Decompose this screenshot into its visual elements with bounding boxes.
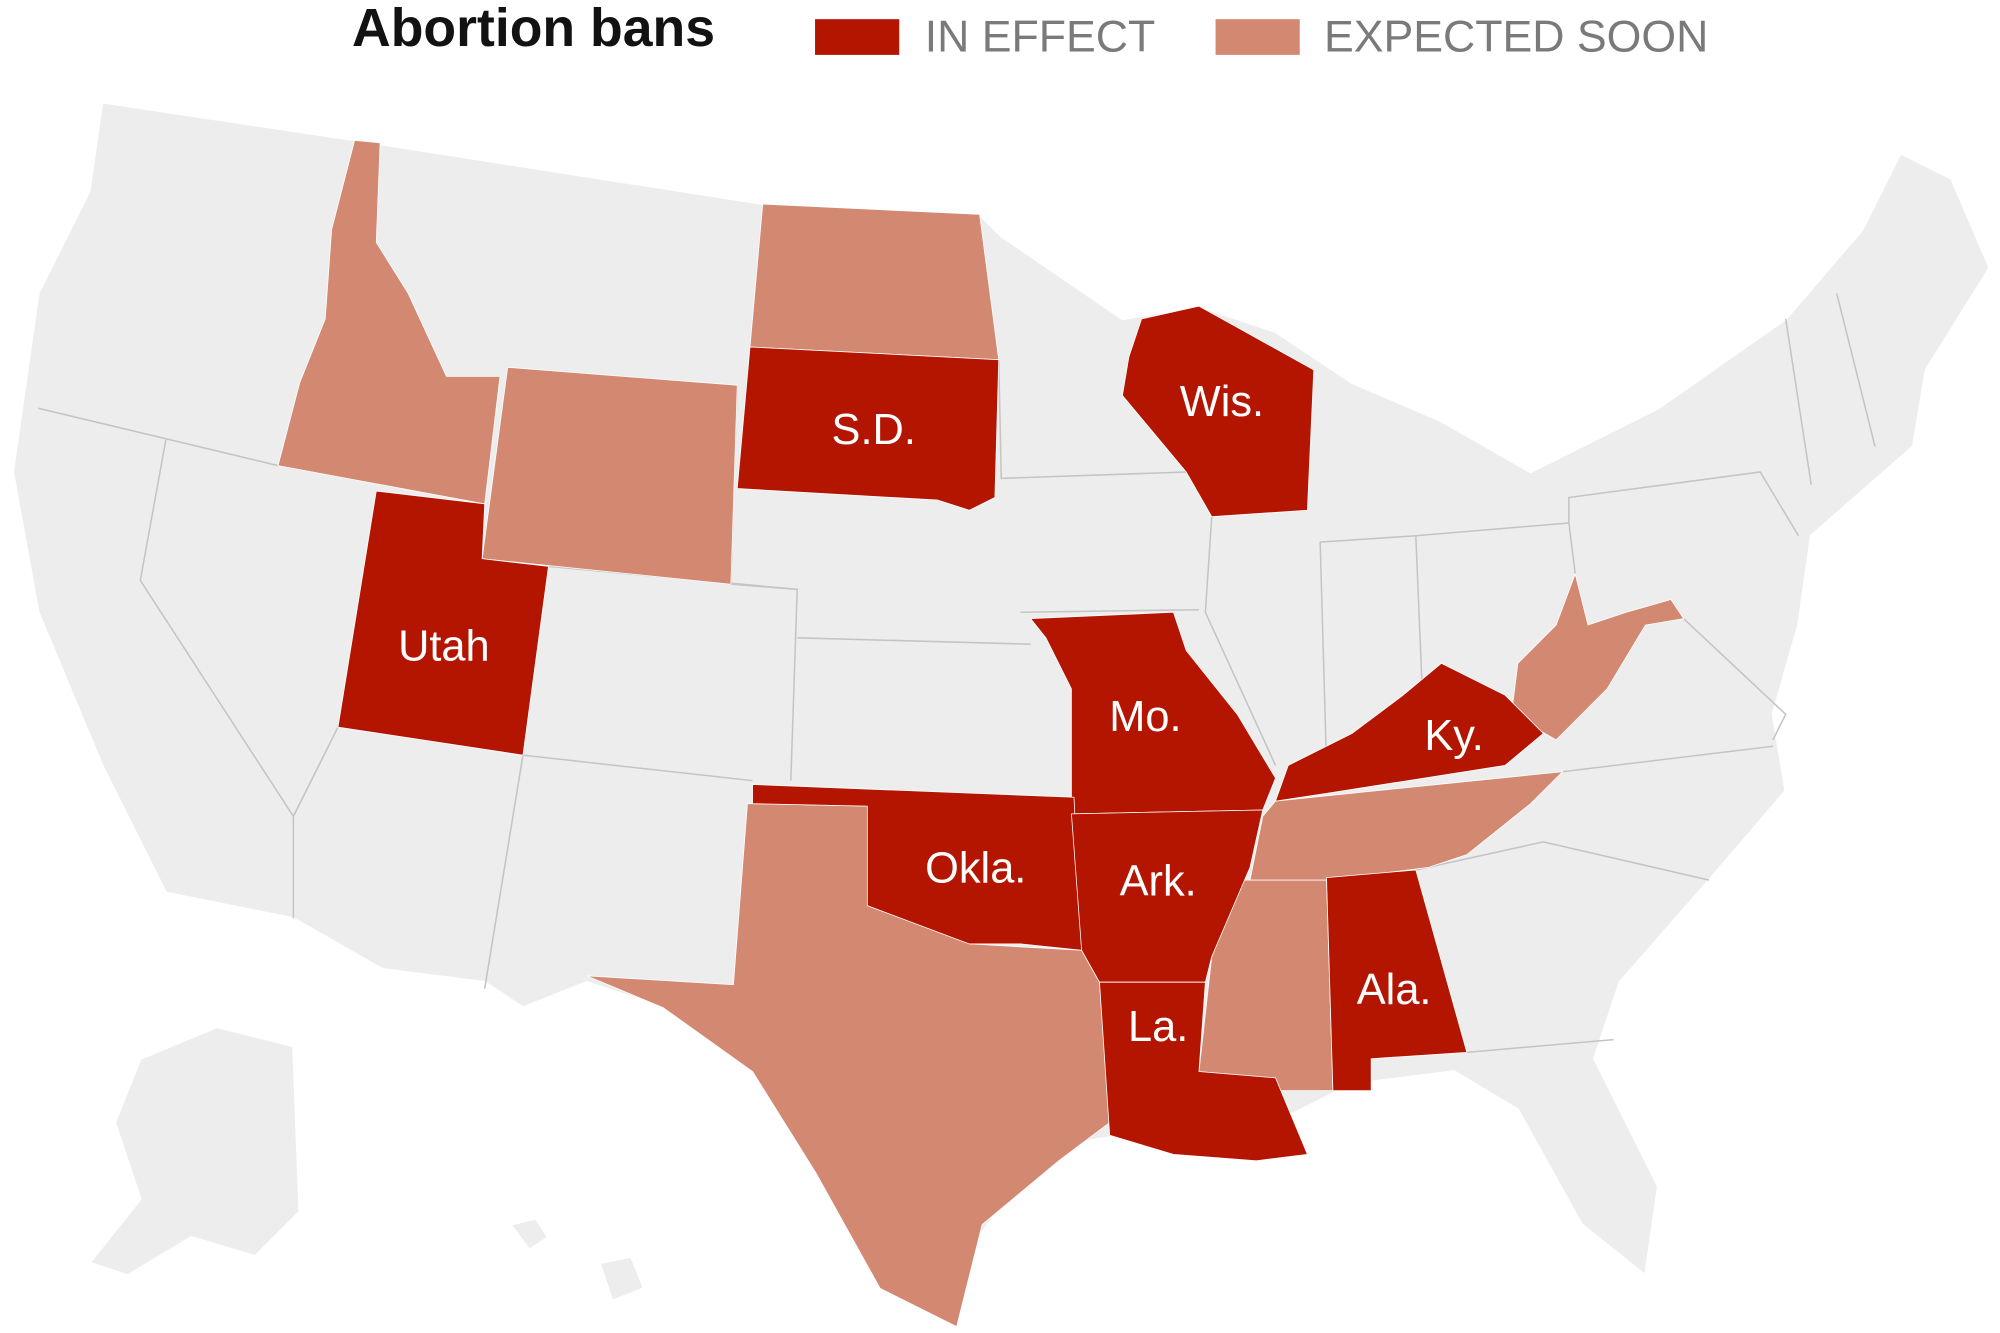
border: [1683, 618, 1787, 741]
border: [38, 407, 279, 467]
state: [1274, 662, 1544, 802]
title: Abortion bans: [352, 0, 715, 58]
state-label: Okla.: [925, 845, 1026, 893]
state: [1249, 771, 1564, 881]
state-borders: [38, 293, 1876, 1054]
state: [277, 139, 501, 505]
in-effect-states: [337, 305, 1544, 1162]
state: [1029, 611, 1276, 815]
state-label: Ala.: [1357, 966, 1432, 1014]
legend-swatch: [815, 19, 900, 55]
state: [736, 346, 1000, 511]
state: [337, 490, 549, 756]
border: [1415, 841, 1710, 881]
border: [1204, 516, 1277, 766]
border: [139, 439, 295, 919]
hawaii-big: [597, 1254, 646, 1303]
state-label: La.: [1128, 1003, 1188, 1051]
state: [1071, 809, 1264, 983]
state-label: Wis.: [1180, 378, 1264, 426]
state-label: Mo.: [1109, 693, 1181, 741]
state: [1099, 981, 1308, 1162]
state: [1326, 869, 1468, 1091]
border: [1319, 542, 1328, 766]
legend-swatch: [1215, 19, 1300, 55]
state-label: Ky.: [1424, 712, 1483, 760]
state: [1122, 305, 1315, 518]
border: [1784, 318, 1812, 485]
state-label: Ark.: [1120, 857, 1197, 905]
expected-soon-states: [277, 139, 1685, 1328]
border: [522, 754, 753, 782]
legend-label: IN EFFECT: [925, 12, 1156, 61]
border: [1020, 608, 1199, 614]
border: [1568, 471, 1800, 537]
alaska: [87, 1025, 302, 1277]
legend-label: EXPECTED SOON: [1324, 12, 1708, 61]
state-label: Utah: [398, 623, 490, 671]
state-label: S.D.: [832, 406, 916, 454]
border: [483, 755, 524, 989]
border: [1415, 522, 1577, 575]
border: [292, 726, 339, 817]
state: [1511, 572, 1685, 741]
border: [1562, 745, 1774, 773]
border: [997, 359, 1187, 480]
border: [1835, 293, 1876, 447]
state: [749, 203, 1000, 361]
state: [481, 366, 738, 585]
border: [797, 637, 1031, 645]
hawaii: [508, 1216, 551, 1252]
border: [1466, 1038, 1614, 1054]
